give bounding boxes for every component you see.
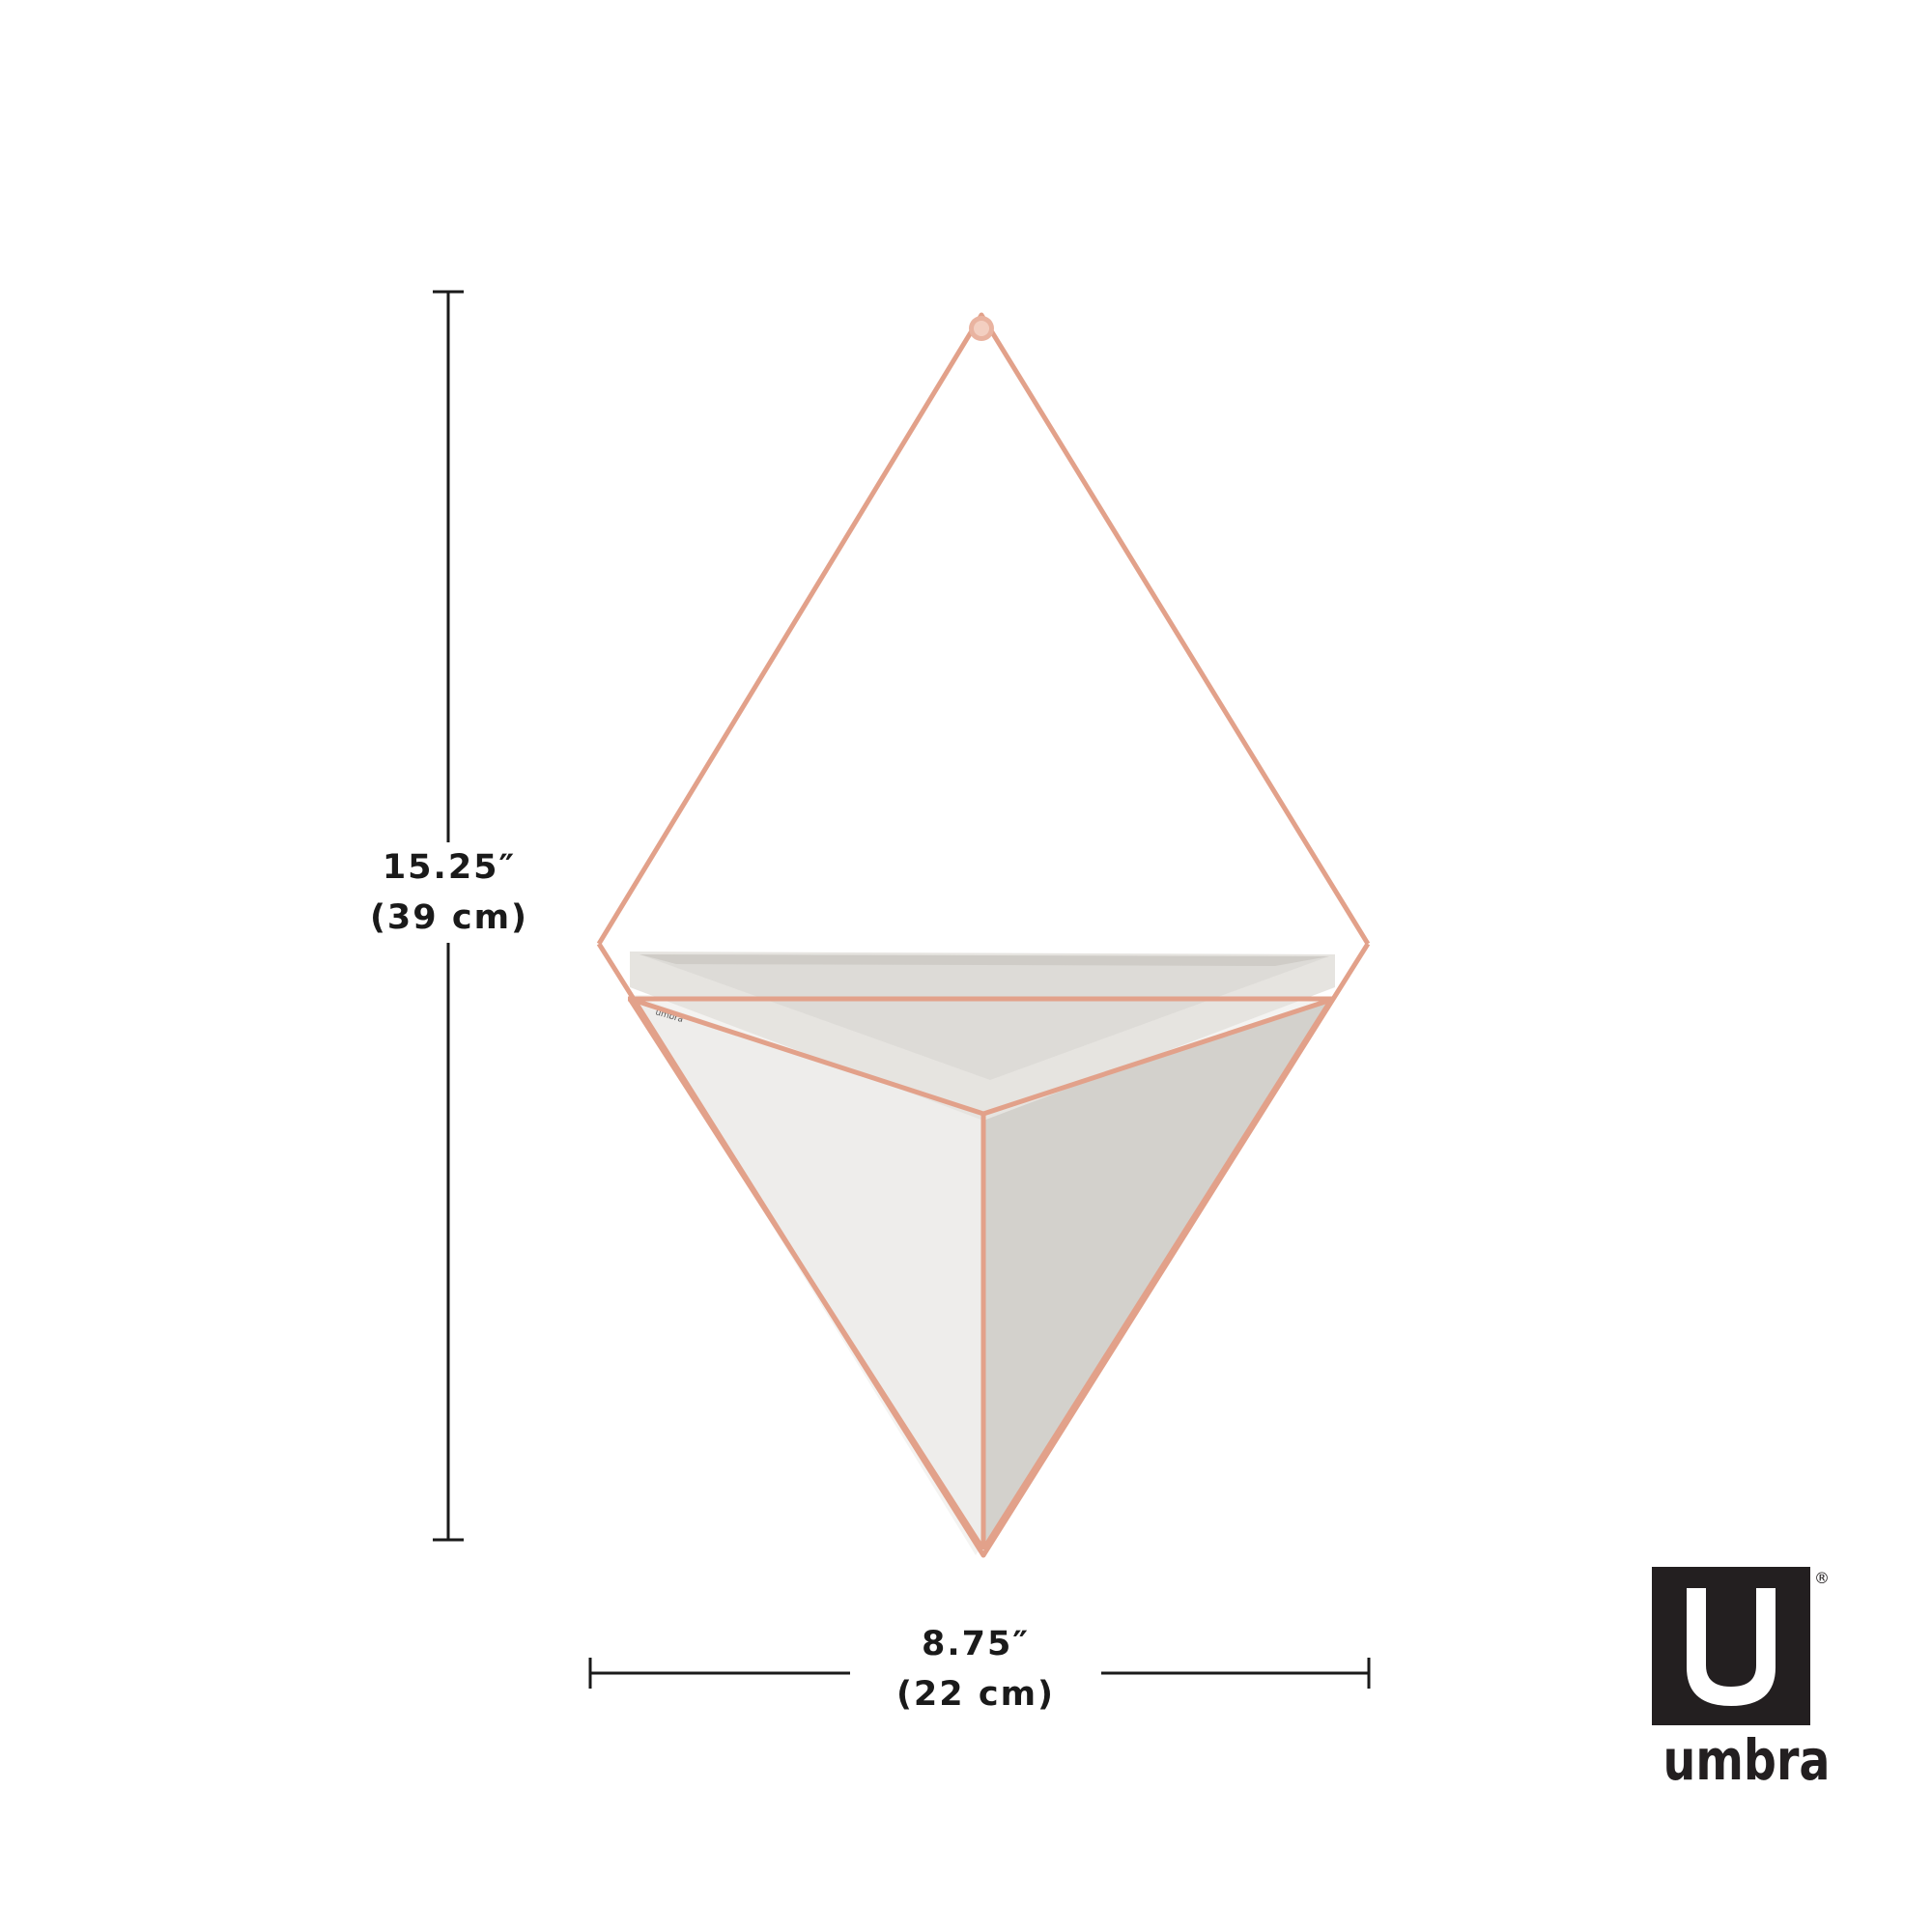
brand-logo: ® umbra [1648, 1567, 1841, 1793]
height-metric: (39 cm) [369, 898, 529, 937]
height-label: 15.25″ (39 cm) [328, 842, 570, 943]
height-imperial: 15.25″ [382, 848, 517, 887]
width-label: 8.75″ (22 cm) [850, 1619, 1101, 1719]
wire-frame [596, 312, 1371, 1558]
width-metric: (22 cm) [895, 1675, 1056, 1714]
brand-name: umbra [1662, 1727, 1831, 1793]
width-imperial: 8.75″ [922, 1625, 1030, 1663]
umbra-mark-icon [1652, 1567, 1810, 1725]
registered-mark: ® [1814, 1569, 1830, 1587]
